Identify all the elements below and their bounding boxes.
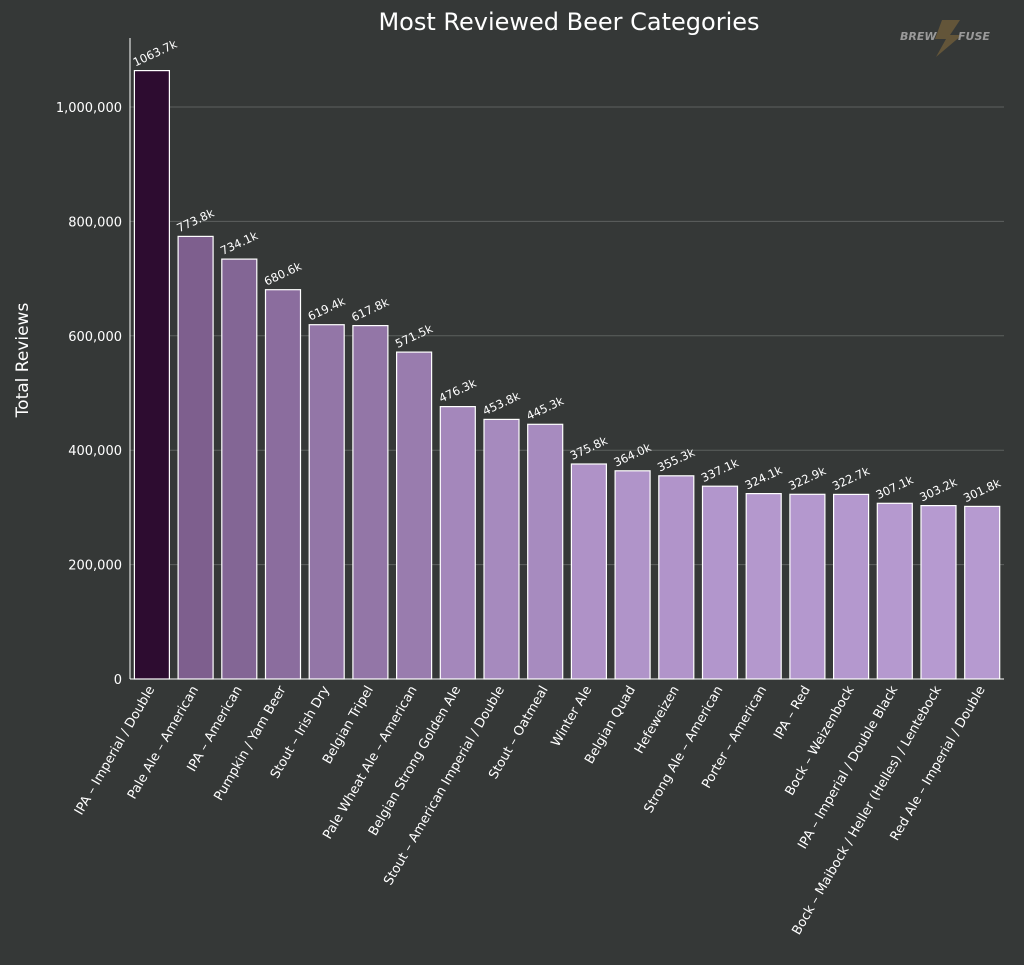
data-label: 773.8k [174,206,216,236]
bar [527,423,564,680]
bar [177,235,214,680]
data-label: 680.6k [262,259,304,289]
lightning-bolt-icon [935,20,962,57]
data-label: 303.2k [917,475,959,505]
data-label: 337.1k [699,455,741,485]
data-label: 445.3k [524,393,566,423]
data-label: 322.9k [786,463,828,493]
bar [396,351,433,680]
y-tick-label: 400,000 [68,444,122,459]
x-tick-label: IPA – Red [771,684,814,743]
data-label: 734.1k [218,228,260,258]
bar [483,418,520,680]
data-label: 617.8k [349,295,391,325]
x-tick-label: Hefeweizen [632,684,683,757]
bars [133,69,1001,680]
bar [614,470,651,680]
y-tick-label: 0 [114,673,122,688]
data-label: 307.1k [874,472,916,502]
data-label: 324.1k [743,463,785,493]
y-tick-label: 1,000,000 [56,101,122,116]
gridlines [130,106,1004,566]
bar [352,325,389,680]
bar [789,493,826,680]
brand-logo: BREW FUSE [900,20,990,57]
bar [701,485,739,680]
data-label: 571.5k [393,321,435,351]
data-label: 322.7k [830,464,872,494]
logo-text-left: BREW [900,30,937,43]
data-label: 301.8k [961,476,1003,506]
x-tick-label: IPA – Imperial / Double [72,684,158,818]
chart-title: Most Reviewed Beer Categories [378,8,760,36]
bar [570,463,608,680]
bar [832,493,870,680]
logo-text-right: FUSE [958,30,990,43]
bar [221,258,258,680]
data-label: 1063.7k [131,37,180,70]
y-tick-label: 800,000 [68,215,122,230]
bar [658,475,695,680]
y-tick-label: 200,000 [68,559,122,574]
bar [264,289,302,680]
bar [439,406,476,680]
y-tick-labels: 0 200,000 400,000 600,000 800,000 1,000,000 [56,101,122,688]
axes [129,38,1004,680]
data-label: 375.8k [568,433,610,463]
bar [920,505,957,680]
y-tick-label: 600,000 [68,330,122,345]
bar [876,502,913,680]
bar [308,324,345,680]
bar [133,69,170,680]
data-label: 364.0k [611,440,653,470]
x-tick-label: Strong Ale – American [641,684,726,816]
data-label: 619.4k [306,294,348,324]
x-tick-label: Winter Ale [549,684,596,750]
bar [964,505,1001,680]
bar [745,493,782,680]
data-label: 355.3k [655,445,697,475]
data-label: 453.8k [480,389,522,419]
data-label: 476.3k [437,376,479,406]
